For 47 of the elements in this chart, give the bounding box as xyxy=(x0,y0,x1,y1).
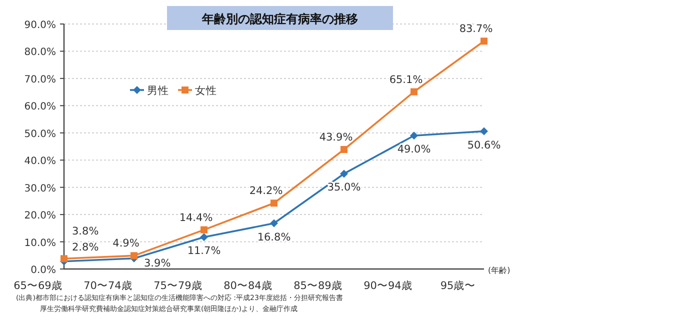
y-tick-label: 0.0% xyxy=(30,265,56,276)
y-tick-label: 10.0% xyxy=(24,238,56,249)
data-label: 16.8% xyxy=(257,231,291,244)
x-tick-label: 70〜74歳 xyxy=(84,279,132,292)
point xyxy=(270,219,278,228)
legend-label: 男性 xyxy=(147,85,169,97)
data-label: 83.7% xyxy=(459,23,493,36)
point xyxy=(200,226,208,234)
y-tick-label: 50.0% xyxy=(24,128,56,140)
x-tick-label: 75〜79歳 xyxy=(154,279,202,292)
point xyxy=(60,255,68,262)
data-label: 3.8% xyxy=(72,226,99,238)
x-tick-label: 85〜89歳 xyxy=(294,279,342,292)
x-axis-title: (年齢) xyxy=(488,266,510,275)
x-tick-label: 80〜84歳 xyxy=(224,279,272,292)
point xyxy=(410,132,418,140)
point xyxy=(410,88,418,96)
data-label: 24.2% xyxy=(249,185,283,198)
y-tick-label: 30.0% xyxy=(24,183,56,194)
data-label: 49.0% xyxy=(397,144,431,156)
y-tick-label: 70.0% xyxy=(24,74,56,86)
legend-label: 女性 xyxy=(195,85,217,97)
data-label: 2.8% xyxy=(72,241,99,254)
data-label: 3.9% xyxy=(144,257,171,270)
x-tick-label: 95歳〜 xyxy=(440,279,476,292)
data-label: 35.0% xyxy=(327,182,361,194)
y-tick-label: 80.0% xyxy=(24,47,56,58)
data-label: 14.4% xyxy=(179,212,213,224)
y-tick-label: 90.0% xyxy=(24,20,56,31)
point xyxy=(340,146,348,153)
data-label: 4.9% xyxy=(112,238,140,250)
point xyxy=(480,127,488,136)
data-label: 50.6% xyxy=(467,139,501,152)
x-tick-label: 65〜69歳 xyxy=(14,279,62,292)
y-tick-label: 20.0% xyxy=(24,210,56,222)
point xyxy=(200,233,208,242)
y-tick-label: 60.0% xyxy=(24,102,56,113)
point xyxy=(340,170,348,178)
data-label: 43.9% xyxy=(319,131,353,144)
point xyxy=(130,252,138,260)
point xyxy=(480,38,488,45)
point xyxy=(270,200,278,207)
data-label: 65.1% xyxy=(389,74,423,86)
y-tick-label: 40.0% xyxy=(24,156,56,168)
chart-title: 年齢別の認知症有病率の推移 xyxy=(201,12,358,26)
x-tick-label: 90〜94歳 xyxy=(364,279,412,292)
data-label: 11.7% xyxy=(187,245,221,258)
